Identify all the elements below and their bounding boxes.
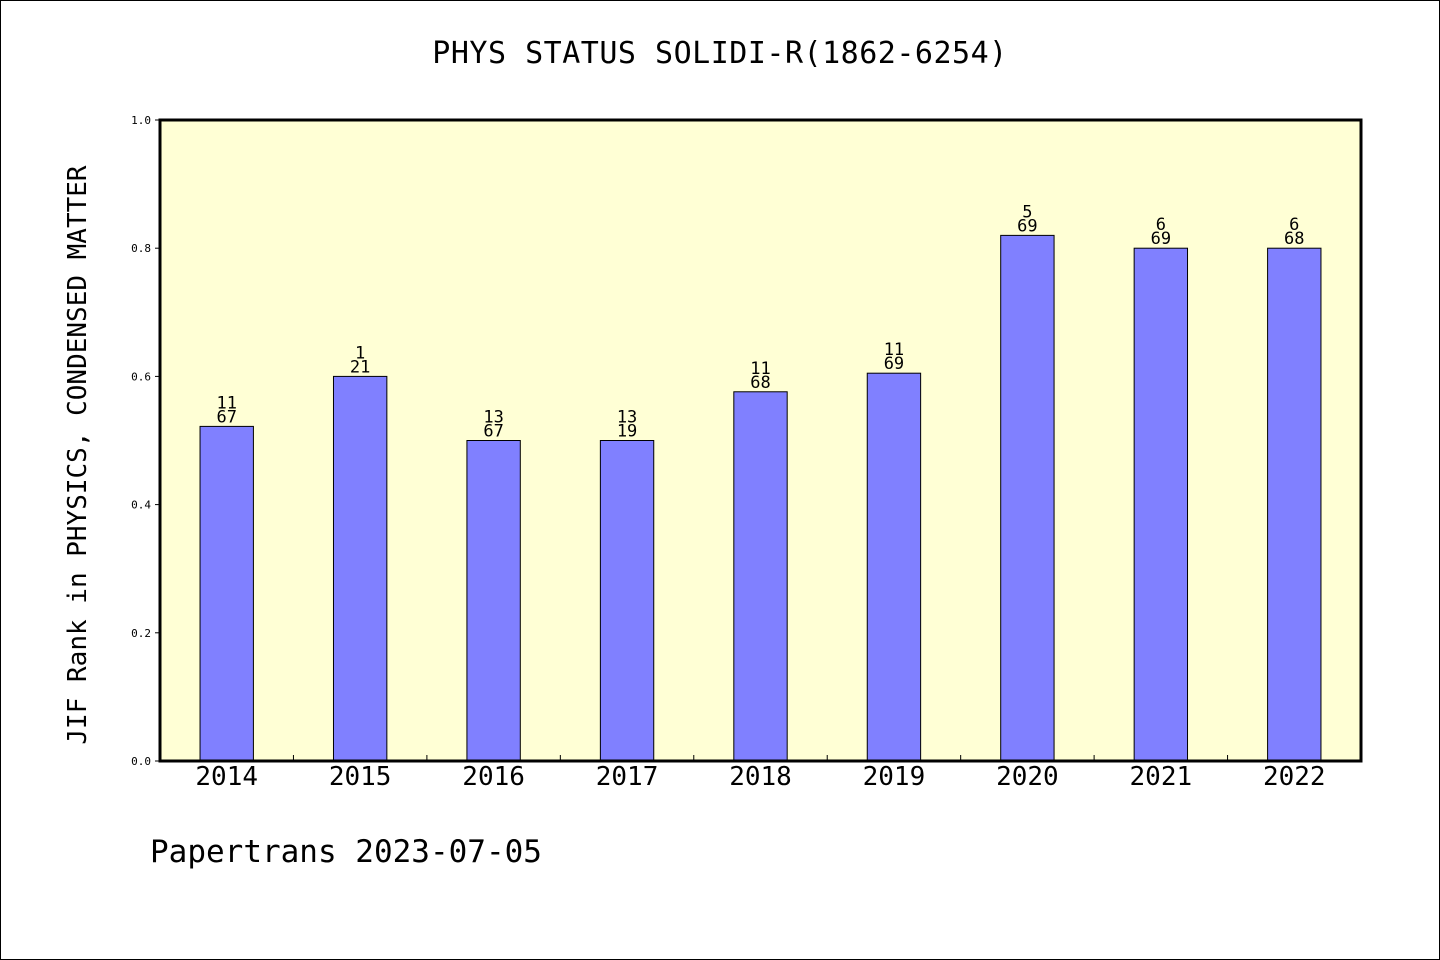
- x-tick-label: 2020: [996, 762, 1059, 792]
- bar: [599, 440, 655, 762]
- x-tick-label: 2017: [596, 762, 659, 792]
- y-tick-label: 0.6: [131, 370, 151, 383]
- bar: [466, 440, 521, 762]
- bar-label-total: 69: [884, 354, 904, 374]
- bar-label-rank: 13: [483, 408, 503, 428]
- bar-label-rank: 13: [617, 408, 637, 428]
- footer-text: Papertrans 2023-07-05: [150, 834, 542, 870]
- chart-title: PHYS STATUS SOLIDI-R(1862-6254): [432, 36, 1008, 71]
- x-tick-label: 2015: [329, 762, 392, 792]
- bar-label-total: 67: [483, 422, 503, 442]
- bar: [733, 391, 788, 762]
- bar-label-rank: 11: [216, 393, 236, 413]
- y-tick-label: 0.0: [131, 755, 151, 768]
- bar-label-total: 19: [617, 422, 637, 442]
- bar-label-rank: 5: [1022, 202, 1032, 222]
- x-tick-label: 2019: [863, 762, 926, 792]
- bar-label-rank: 6: [1289, 215, 1299, 235]
- bar-label-total: 69: [1017, 216, 1037, 236]
- x-tick-label: 2022: [1263, 762, 1326, 792]
- bar: [199, 425, 254, 762]
- bar: [332, 375, 388, 762]
- bar-label-total: 68: [1284, 229, 1304, 249]
- bar: [866, 372, 922, 762]
- y-tick-label: 0.2: [131, 627, 151, 640]
- x-tick-label: 2014: [195, 762, 258, 792]
- bar-label-rank: 11: [750, 359, 770, 379]
- y-tick-label: 0.4: [131, 499, 151, 512]
- plot-border: [158, 118, 1363, 763]
- x-tick-label: 2021: [1130, 762, 1193, 792]
- bar-label-rank: 1: [355, 343, 365, 363]
- bar: [1000, 234, 1055, 762]
- y-tick-label: 1.0: [131, 114, 151, 127]
- x-tick-label: 2018: [729, 762, 792, 792]
- bar-label-rank: 6: [1156, 215, 1166, 235]
- bar: [1267, 247, 1322, 762]
- bar-label-rank: 11: [884, 340, 904, 360]
- bar: [1133, 247, 1189, 762]
- bar-label-total: 69: [1151, 229, 1171, 249]
- bar-label-total: 68: [750, 373, 770, 393]
- bar-label-total: 67: [216, 407, 236, 427]
- y-tick-label: 0.8: [131, 242, 151, 255]
- x-tick-label: 2016: [462, 762, 525, 792]
- bar-label-total: 21: [350, 357, 370, 377]
